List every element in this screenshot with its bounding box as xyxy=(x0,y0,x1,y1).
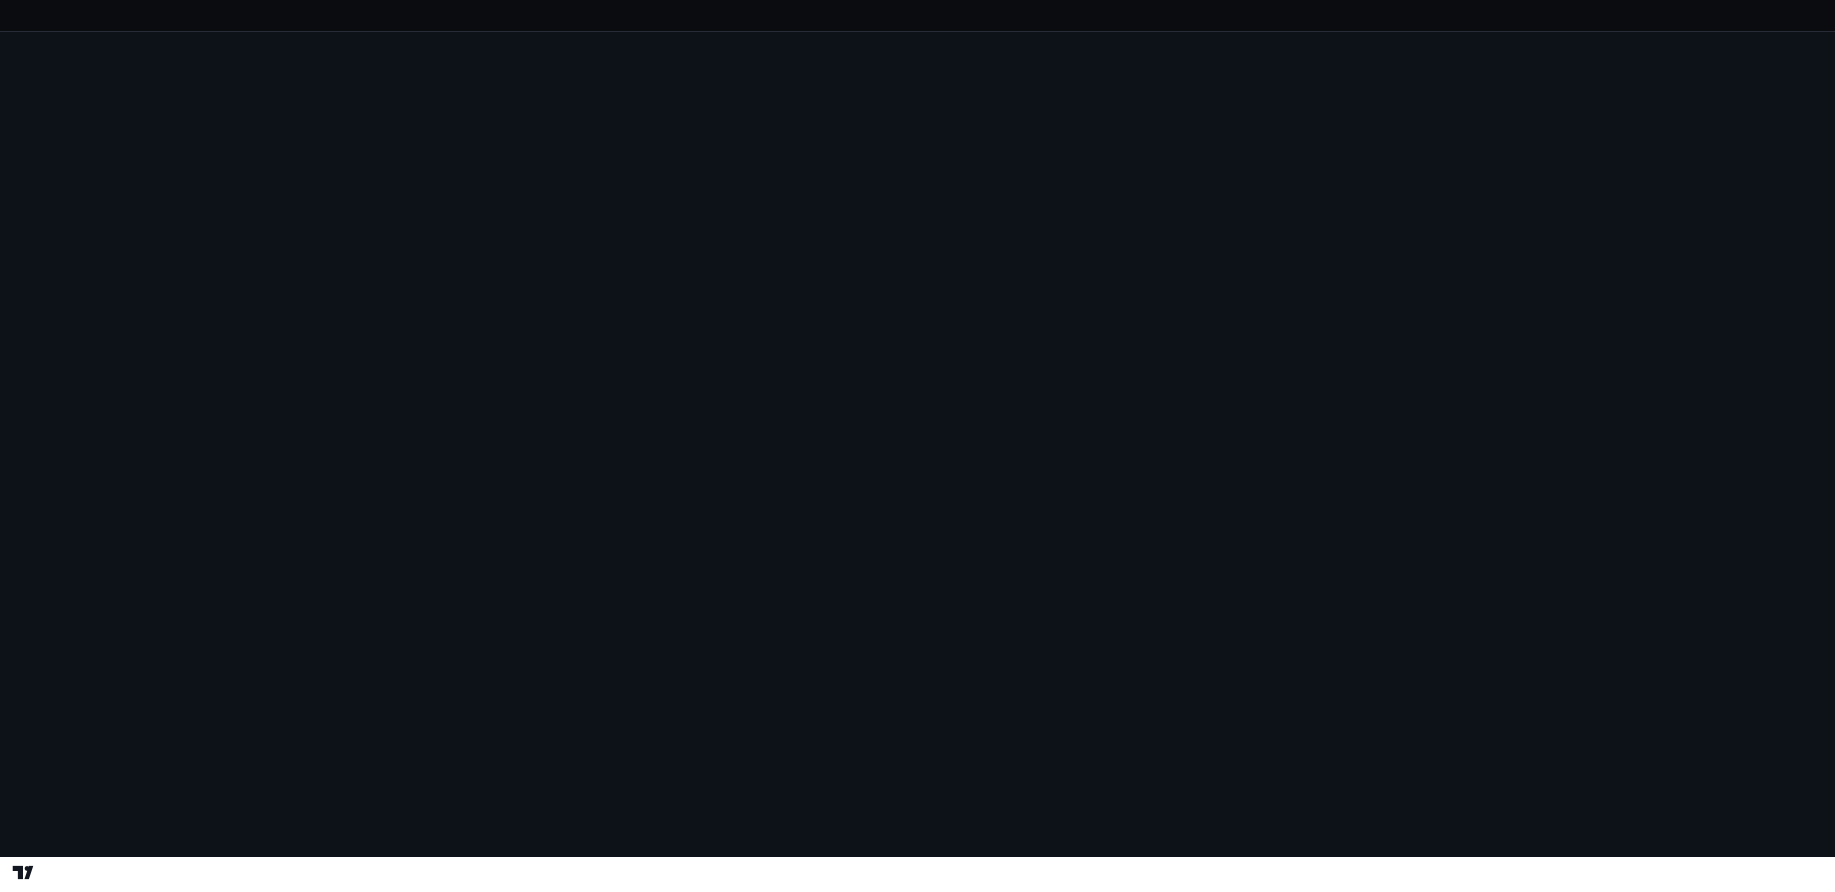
high-field xyxy=(56,40,57,56)
attribution-bar xyxy=(0,0,1835,32)
price-scale[interactable] xyxy=(1761,0,1835,857)
low-field xyxy=(67,40,68,56)
tradingview-logo-icon[interactable] xyxy=(12,863,34,887)
close-field xyxy=(78,40,79,56)
macd-legend xyxy=(11,595,35,617)
footer-bar xyxy=(0,857,1835,892)
open-field xyxy=(45,40,46,56)
time-axis[interactable] xyxy=(0,825,1761,857)
main-chart-legend xyxy=(11,37,88,81)
